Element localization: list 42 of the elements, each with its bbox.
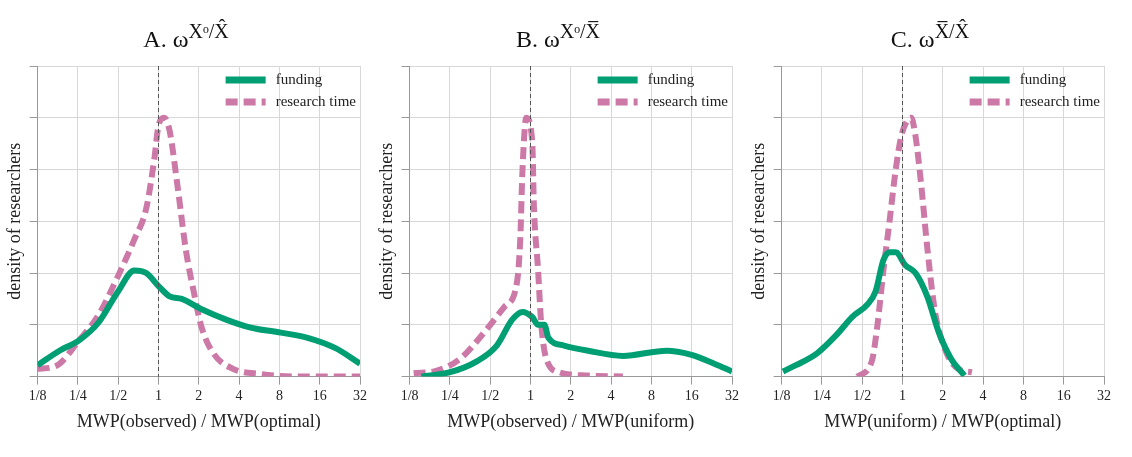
x-tick-label: 16 [1056,387,1071,403]
x-tick-label: 1/4 [68,387,87,403]
x-tick-label: 32 [353,387,367,403]
x-tick-label: 16 [312,387,327,403]
x-tick-label: 1/8 [772,387,791,403]
chart-title: B. ω$^{Xᵒ/X̅}$ [515,19,601,54]
x-axis-title: MWP(uniform) / MWP(optimal) [824,410,1062,432]
x-tick-label: 32 [1097,387,1111,403]
x-tick-label: 8 [1019,387,1027,403]
y-axis-title: density of researchers [375,142,396,300]
x-tick-label: 1/2 [853,387,872,403]
x-tick-label: 2 [195,387,203,403]
x-tick-label: 1/4 [812,387,831,403]
legend-label: funding [1019,70,1067,87]
y-axis-title: density of researchers [3,142,24,300]
legend-label: research time [1019,92,1101,109]
x-tick-label: 1/2 [481,387,500,403]
x-tick-label: 1/8 [400,387,419,403]
x-tick-label: 8 [275,387,283,403]
chart-title: A. ω$^{Xᵒ/X̂}$ [143,18,229,54]
x-tick-label: 4 [235,387,243,403]
x-tick-label: 2 [939,387,947,403]
x-tick-label: 1/4 [440,387,459,403]
x-tick-label: 1 [155,387,162,403]
x-tick-label: 1/2 [109,387,128,403]
x-tick-label: 1 [899,387,906,403]
x-tick-label: 4 [607,387,615,403]
x-tick-label: 8 [647,387,655,403]
y-axis-title: density of researchers [747,142,768,300]
legend-label: research time [647,92,729,109]
x-axis-title: MWP(observed) / MWP(optimal) [76,410,321,432]
x-tick-label: 1/8 [28,387,47,403]
x-axis-title: MWP(observed) / MWP(uniform) [447,410,695,432]
legend-label: funding [647,70,695,87]
x-tick-label: 32 [725,387,739,403]
x-tick-label: 16 [684,387,699,403]
x-tick-label: 1 [527,387,534,403]
chart-title: C. ω$^{X̅/X̂}$ [890,18,970,54]
legend-label: funding [275,70,323,87]
x-tick-label: 4 [979,387,987,403]
x-tick-label: 2 [567,387,575,403]
legend-label: research time [275,92,357,109]
